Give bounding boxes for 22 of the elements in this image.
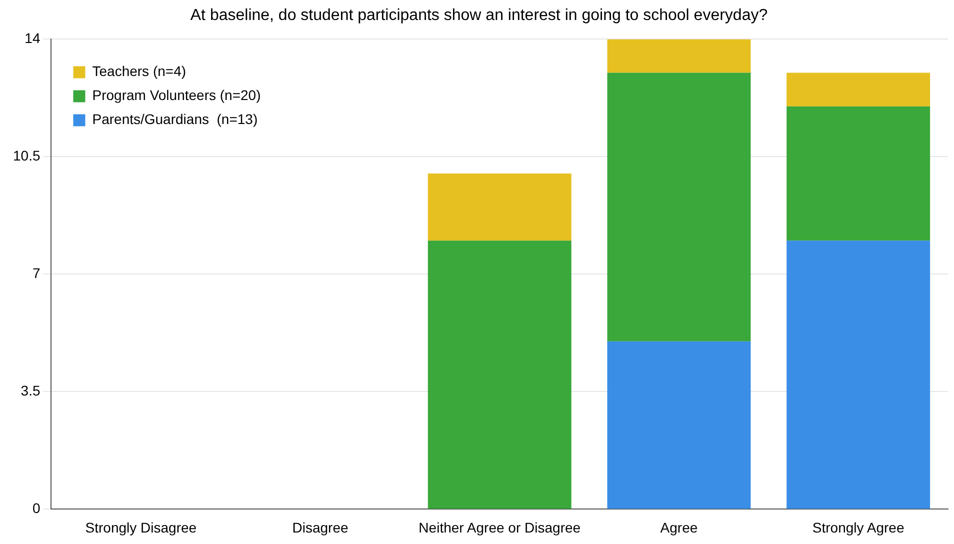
bar bbox=[607, 72, 751, 342]
bar bbox=[607, 39, 751, 73]
y-tick-label: 3.5 bbox=[20, 382, 40, 399]
x-tick-label: Agree bbox=[660, 519, 698, 536]
y-tick-label: 14 bbox=[24, 30, 40, 46]
bar bbox=[786, 240, 930, 509]
legend-label: Teachers (n=4) bbox=[92, 63, 186, 80]
bar bbox=[786, 72, 930, 106]
x-tick-label: Strongly Disagree bbox=[85, 519, 197, 536]
y-tick-label: 7 bbox=[32, 265, 40, 282]
bar bbox=[786, 106, 930, 241]
legend-label: Program Volunteers (n=20) bbox=[92, 87, 261, 104]
legend-label: Parents/Guardians (n=13) bbox=[92, 111, 258, 128]
x-tick-label: Strongly Agree bbox=[812, 519, 904, 536]
bar bbox=[428, 173, 572, 241]
bar bbox=[428, 240, 572, 509]
y-tick-label: 0 bbox=[32, 500, 40, 516]
bar bbox=[607, 341, 751, 509]
x-tick-label: Neither Agree or Disagree bbox=[418, 519, 581, 536]
chart-title: At baseline, do student participants show an interest in going to school everyday? bbox=[190, 7, 768, 24]
y-tick-label: 10.5 bbox=[13, 148, 40, 164]
x-tick-label: Disagree bbox=[292, 519, 348, 536]
